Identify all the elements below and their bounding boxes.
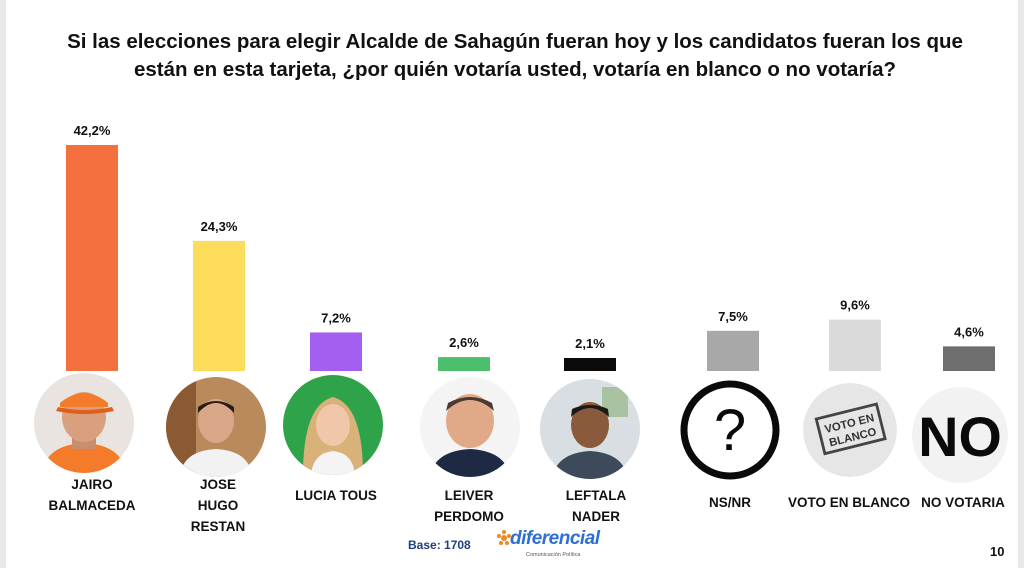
blank-vote-stamp-icon: VOTO EN BLANCO (803, 383, 897, 477)
bar-3 (438, 357, 490, 371)
avatar-jose-hugo-restan (166, 377, 266, 477)
no-text-icon: NO (912, 387, 1008, 483)
chart-title: Si las elecciones para elegir Alcalde de… (67, 30, 963, 81)
avatar-leftala-nader (540, 379, 640, 479)
category-label-voto-en-blanco: VOTO EN BLANCO (787, 495, 910, 510)
avatar-lucia-tous (283, 375, 383, 475)
svg-text:NO: NO (918, 406, 1002, 468)
bar-1 (193, 240, 245, 371)
sample-base-label: Base: 1708 (408, 538, 471, 552)
bar-2 (310, 332, 362, 371)
avatar-jairo-balmaceda (34, 373, 134, 473)
avatar-leiver-perdomo (420, 377, 520, 477)
category-label-leiver-perdomo: LEIVER PERDOMO (434, 488, 504, 524)
logo-wordmark: diferencial (510, 528, 600, 549)
bar-0 (66, 145, 118, 371)
bar-4 (564, 358, 616, 371)
value-label-3: 2,6% (449, 335, 479, 350)
value-label-7: 4,6% (954, 324, 984, 339)
value-label-5: 7,5% (718, 309, 748, 324)
page-number: 10 (990, 544, 1005, 559)
category-label-no-votaria: NO VOTARIA (921, 495, 1005, 510)
value-label-0: 42,2% (74, 123, 111, 138)
category-label-jose-hugo-restan: JOSE HUGO RESTAN (190, 477, 246, 534)
logo-burst-icon (497, 530, 511, 545)
value-label-1: 24,3% (201, 219, 238, 234)
logo-subtitle: Comunicación Política (526, 552, 581, 558)
category-label-lucia-tous: LUCIA TOUS (295, 488, 377, 503)
category-label-ns-nr: NS/NR (708, 495, 751, 510)
value-label-2: 7,2% (321, 310, 351, 325)
value-label-6: 9,6% (840, 298, 870, 313)
category-label-leftala-nader: LEFTALA NADER (565, 488, 627, 524)
question-mark-icon: ? (680, 380, 780, 480)
svg-text:?: ? (714, 398, 746, 463)
bar-7 (943, 346, 995, 371)
bar-5 (707, 330, 759, 371)
value-label-4: 2,1% (575, 336, 605, 351)
category-label-jairo-balmaceda: JAIRO BALMACEDA (48, 477, 136, 513)
diferencial-logo: diferencial Comunicación Política (496, 528, 600, 564)
bar-6 (829, 319, 881, 371)
